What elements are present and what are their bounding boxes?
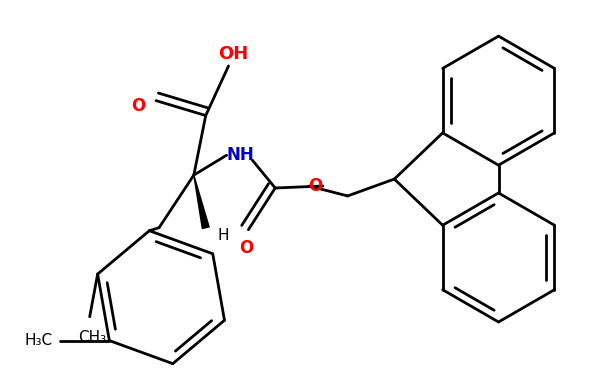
Text: O: O xyxy=(131,97,145,115)
Text: H: H xyxy=(218,228,229,243)
Text: NH: NH xyxy=(227,146,254,164)
Text: CH₃: CH₃ xyxy=(79,330,106,345)
Text: OH: OH xyxy=(218,45,249,63)
Text: O: O xyxy=(308,177,322,195)
Text: H₃C: H₃C xyxy=(25,333,53,348)
Polygon shape xyxy=(194,175,209,228)
Text: O: O xyxy=(240,238,253,256)
